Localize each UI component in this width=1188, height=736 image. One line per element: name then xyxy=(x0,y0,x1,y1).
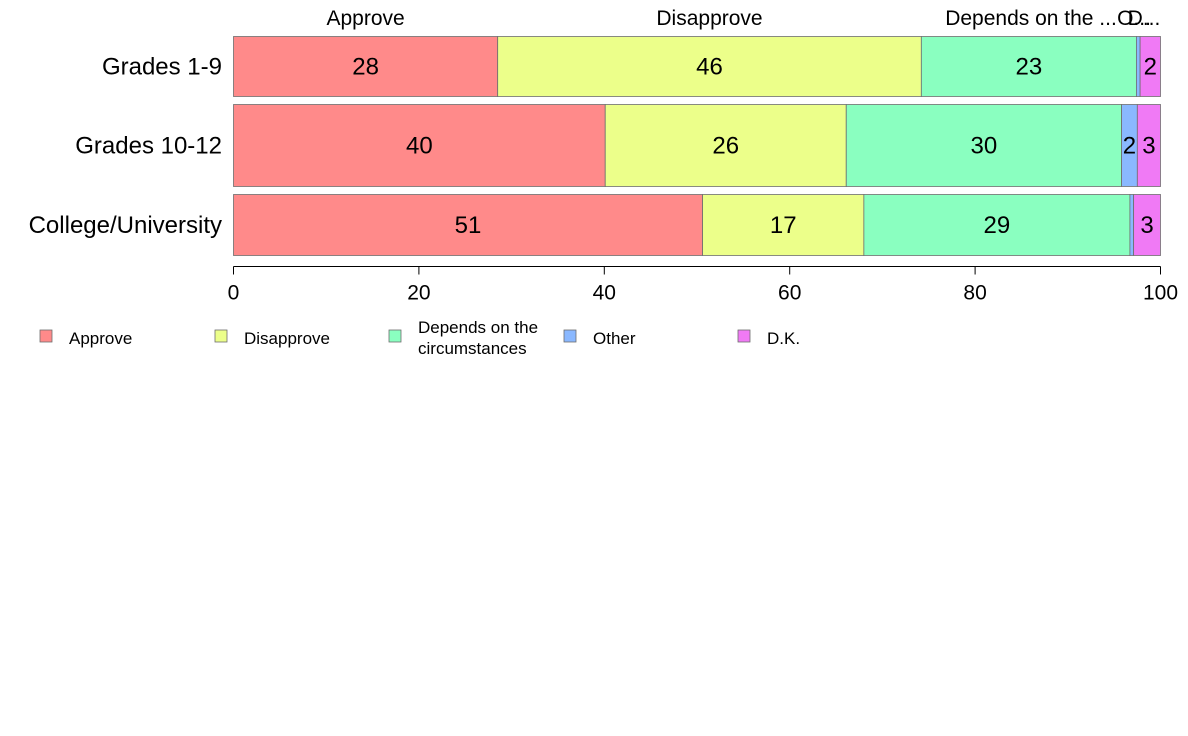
category-label-college-university: College/University xyxy=(29,212,222,239)
top-label-approve: Approve xyxy=(326,7,404,30)
bar-grades-10-12-d-k xyxy=(1136,104,1161,187)
legend-swatch-disapprove xyxy=(214,329,228,343)
bar-college-university-d-k xyxy=(1133,194,1161,256)
data-label-grades-10-12-depends-on-the-circumstances: 30 xyxy=(971,133,998,160)
bar-college-university-disapprove xyxy=(702,194,865,256)
legend-label-d-k: D.K. xyxy=(767,329,800,348)
legend-label-other: Other xyxy=(593,329,636,348)
x-tick-label-20: 20 xyxy=(407,282,430,305)
legend-swatch-depends-on-the-circumstances xyxy=(388,329,402,343)
data-label-college-university-depends-on-the-circumstances: 29 xyxy=(984,212,1011,239)
top-label-depends-on-the: Depends on the ... xyxy=(945,7,1117,30)
category-label-grades-1-9: Grades 1-9 xyxy=(102,54,222,81)
legend-label-line: circumstances xyxy=(418,339,527,358)
legend-label-line: Depends on the xyxy=(418,318,538,337)
data-label-grades-1-9-disapprove: 46 xyxy=(696,54,723,81)
bar-grades-10-12-depends-on-the-circumstances xyxy=(845,104,1122,187)
x-tick-label-80: 80 xyxy=(963,282,986,305)
x-tick-label-100: 100 xyxy=(1143,282,1178,305)
bar-college-university-other xyxy=(1129,194,1135,256)
bar-grades-1-9-d-k xyxy=(1139,36,1161,97)
data-label-grades-10-12-d-k: 3 xyxy=(1142,133,1155,160)
legend-swatch-d-k xyxy=(737,329,751,343)
top-label-d: D... xyxy=(1128,7,1161,30)
bar-grades-1-9-other xyxy=(1135,36,1141,97)
bar-college-university-depends-on-the-circumstances xyxy=(863,194,1131,256)
data-label-grades-10-12-other: 2 xyxy=(1123,133,1136,160)
bar-grades-1-9-approve xyxy=(233,36,499,97)
data-label-grades-1-9-d-k: 2 xyxy=(1144,54,1157,81)
data-label-college-university-approve: 51 xyxy=(455,212,482,239)
x-tick-label-0: 0 xyxy=(228,282,240,305)
top-label-disapprove: Disapprove xyxy=(656,7,762,30)
legend-label-approve: Approve xyxy=(69,329,132,348)
bar-grades-10-12-disapprove xyxy=(604,104,847,187)
x-tick-label-40: 40 xyxy=(593,282,616,305)
legend-label-line: Approve xyxy=(69,329,132,348)
legend-label-line: D.K. xyxy=(767,329,800,348)
x-tick-label-60: 60 xyxy=(778,282,801,305)
top-label-o: O... xyxy=(1117,7,1151,30)
bar-grades-1-9-disapprove xyxy=(497,36,922,97)
legend-label-line: Other xyxy=(593,329,636,348)
bar-grades-1-9-depends-on-the-circumstances xyxy=(920,36,1137,97)
legend-swatch-other xyxy=(563,329,577,343)
data-label-grades-10-12-disapprove: 26 xyxy=(712,133,739,160)
legend-swatch-approve xyxy=(39,329,53,343)
data-label-grades-10-12-approve: 40 xyxy=(406,133,433,160)
data-label-college-university-d-k: 3 xyxy=(1140,212,1153,239)
bar-college-university-approve xyxy=(233,194,703,256)
legend-label-line: Disapprove xyxy=(244,329,330,348)
data-label-grades-1-9-depends-on-the-circumstances: 23 xyxy=(1016,54,1043,81)
data-label-college-university-disapprove: 17 xyxy=(770,212,797,239)
data-label-grades-1-9-approve: 28 xyxy=(352,54,379,81)
legend-label-disapprove: Disapprove xyxy=(244,329,330,348)
bar-grades-10-12-approve xyxy=(233,104,606,187)
legend-label-depends-on-the-circumstances: Depends on the circumstances xyxy=(418,318,538,358)
category-label-grades-10-12: Grades 10-12 xyxy=(75,133,222,160)
